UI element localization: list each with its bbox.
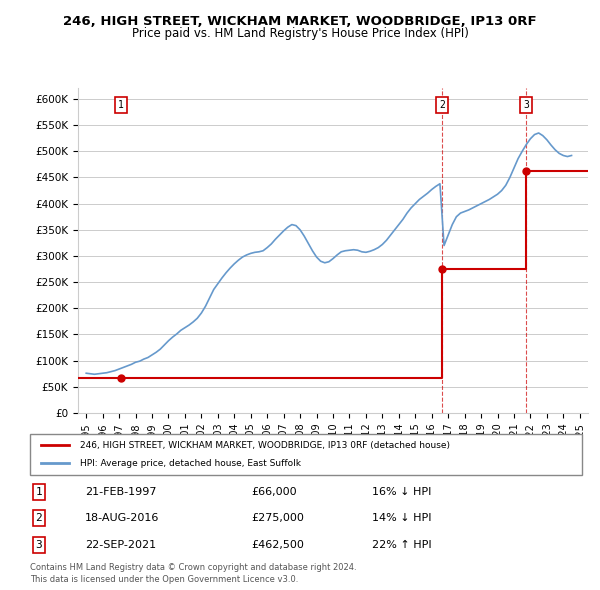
Text: 2: 2 xyxy=(35,513,42,523)
Text: 3: 3 xyxy=(35,540,42,550)
Text: HPI: Average price, detached house, East Suffolk: HPI: Average price, detached house, East… xyxy=(80,459,301,468)
Text: 246, HIGH STREET, WICKHAM MARKET, WOODBRIDGE, IP13 0RF: 246, HIGH STREET, WICKHAM MARKET, WOODBR… xyxy=(63,15,537,28)
Text: Price paid vs. HM Land Registry's House Price Index (HPI): Price paid vs. HM Land Registry's House … xyxy=(131,27,469,40)
Text: 2: 2 xyxy=(439,100,445,110)
Text: This data is licensed under the Open Government Licence v3.0.: This data is licensed under the Open Gov… xyxy=(30,575,298,584)
Text: 16% ↓ HPI: 16% ↓ HPI xyxy=(372,487,431,497)
Text: 14% ↓ HPI: 14% ↓ HPI xyxy=(372,513,432,523)
Text: 18-AUG-2016: 18-AUG-2016 xyxy=(85,513,160,523)
Text: 1: 1 xyxy=(35,487,42,497)
Text: 1: 1 xyxy=(118,100,124,110)
FancyBboxPatch shape xyxy=(30,434,582,475)
Text: £462,500: £462,500 xyxy=(251,540,304,550)
Text: 22% ↑ HPI: 22% ↑ HPI xyxy=(372,540,432,550)
Text: 3: 3 xyxy=(523,100,529,110)
Text: £66,000: £66,000 xyxy=(251,487,296,497)
Text: 21-FEB-1997: 21-FEB-1997 xyxy=(85,487,157,497)
Text: 22-SEP-2021: 22-SEP-2021 xyxy=(85,540,157,550)
Text: Contains HM Land Registry data © Crown copyright and database right 2024.: Contains HM Land Registry data © Crown c… xyxy=(30,563,356,572)
Text: 246, HIGH STREET, WICKHAM MARKET, WOODBRIDGE, IP13 0RF (detached house): 246, HIGH STREET, WICKHAM MARKET, WOODBR… xyxy=(80,441,449,450)
Text: £275,000: £275,000 xyxy=(251,513,304,523)
